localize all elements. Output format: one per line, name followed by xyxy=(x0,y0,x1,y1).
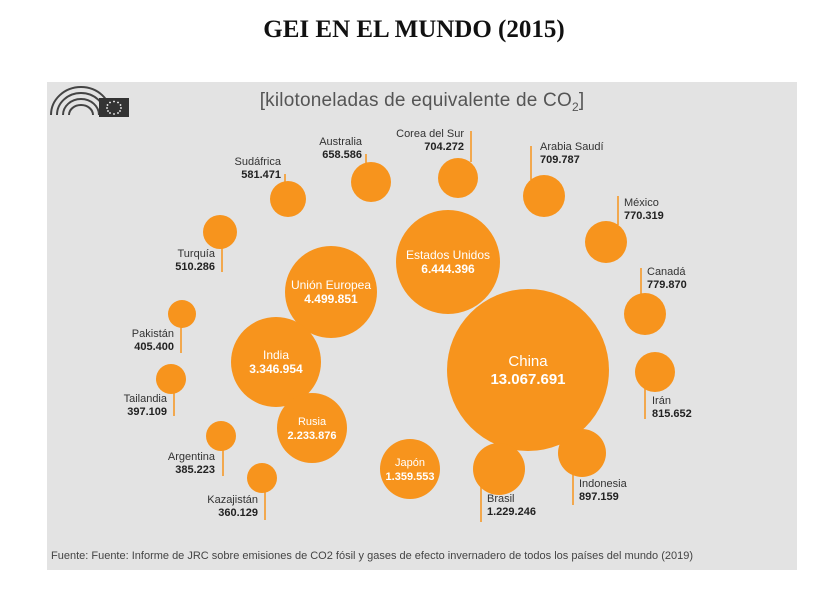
country-label: Corea del Sur xyxy=(396,128,464,140)
country-label: Canadá xyxy=(647,266,686,278)
value-label: 897.159 xyxy=(579,491,619,503)
bubble-pakistan xyxy=(168,300,196,328)
country-label: Turquía xyxy=(177,248,215,260)
value-label: 779.870 xyxy=(647,279,687,291)
european-parliament-logo-icon xyxy=(50,86,129,117)
country-label: Indonesia xyxy=(579,478,628,490)
value-label: 581.471 xyxy=(241,169,281,181)
country-label: India xyxy=(263,348,289,362)
bubble-union-europea xyxy=(285,246,377,338)
country-label: Unión Europea xyxy=(291,278,371,292)
value-label: 815.652 xyxy=(652,408,692,420)
value-label: 6.444.396 xyxy=(421,262,475,276)
unit-suffix: ] xyxy=(578,90,585,111)
value-label: 510.286 xyxy=(175,261,215,273)
country-label: Sudáfrica xyxy=(235,156,282,168)
country-label: Pakistán xyxy=(132,328,174,340)
bubble-brasil xyxy=(473,443,525,495)
unit-label: [kilotoneladas de equivalente de CO2] xyxy=(47,90,797,114)
value-label: 658.586 xyxy=(322,149,362,161)
value-label: 1.229.246 xyxy=(487,506,536,518)
value-label: 704.272 xyxy=(424,141,464,153)
value-label: 4.499.851 xyxy=(304,292,358,306)
bubble-sudafrica xyxy=(270,181,306,217)
value-label: 360.129 xyxy=(218,507,258,519)
bubble-rusia xyxy=(277,393,347,463)
country-label: Irán xyxy=(652,395,671,407)
bubble-tailandia xyxy=(156,364,186,394)
value-label: 405.400 xyxy=(134,341,174,353)
country-label: México xyxy=(624,197,659,209)
country-label: Tailandia xyxy=(124,393,168,405)
bubble-kazajistan xyxy=(247,463,277,493)
value-label: 397.109 xyxy=(127,406,167,418)
source-note: Fuente: Fuente: Informe de JRC sobre emi… xyxy=(51,550,694,562)
country-label: Rusia xyxy=(298,416,327,428)
country-label: Japón xyxy=(395,457,425,469)
value-label: 2.233.876 xyxy=(288,430,337,442)
country-label: Arabia Saudí xyxy=(540,141,604,153)
bubble-australia xyxy=(351,162,391,202)
bubble-estados-unidos xyxy=(396,210,500,314)
chart-panel: China 13.067.691 Estados Unidos 6.444.396 Un… xyxy=(47,82,797,570)
country-label: China xyxy=(508,353,548,370)
bubble-mexico xyxy=(585,221,627,263)
bubble-corea-del-sur xyxy=(438,158,478,198)
value-label: 770.319 xyxy=(624,210,664,222)
bubble-turquia xyxy=(203,215,237,249)
unit-prefix: [kilotoneladas de equivalente de CO xyxy=(259,90,572,111)
value-label: 1.359.553 xyxy=(386,471,435,483)
bubble-canada xyxy=(624,293,666,335)
page-title: GEI EN EL MUNDO (2015) xyxy=(263,16,565,43)
value-label: 13.067.691 xyxy=(490,371,565,388)
unit-subscript: 2 xyxy=(571,99,579,114)
bubble-argentina xyxy=(206,421,236,451)
bubble-arabia-saudi xyxy=(523,175,565,217)
country-label: Brasil xyxy=(487,493,515,505)
value-label: 709.787 xyxy=(540,154,580,166)
value-label: 385.223 xyxy=(175,464,215,476)
country-label: Argentina xyxy=(168,451,216,463)
bubble-japon xyxy=(380,439,440,499)
bubble-indonesia xyxy=(558,429,606,477)
country-label: Australia xyxy=(319,136,363,148)
bubble-china xyxy=(447,289,609,451)
bubble-iran xyxy=(635,352,675,392)
value-label: 3.346.954 xyxy=(249,362,303,376)
bubble-india xyxy=(231,317,321,407)
country-label: Estados Unidos xyxy=(406,248,490,262)
country-label: Kazajistán xyxy=(207,494,258,506)
